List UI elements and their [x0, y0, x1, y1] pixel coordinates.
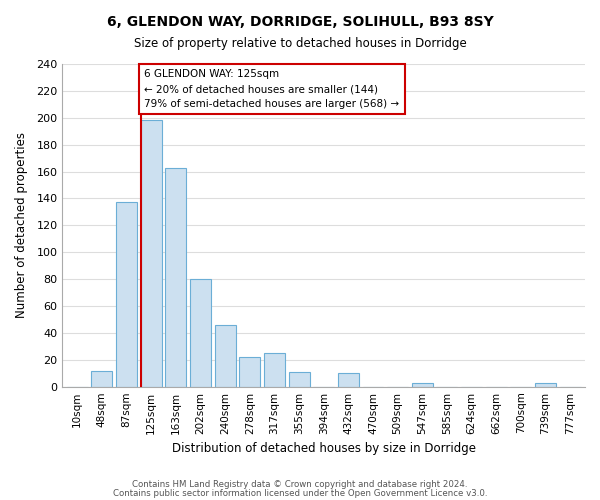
Bar	[141, 120, 161, 386]
Bar	[264, 353, 285, 386]
Bar	[412, 382, 433, 386]
Bar	[116, 202, 137, 386]
Text: 6, GLENDON WAY, DORRIDGE, SOLIHULL, B93 8SY: 6, GLENDON WAY, DORRIDGE, SOLIHULL, B93 …	[107, 15, 493, 29]
Text: 6 GLENDON WAY: 125sqm
← 20% of detached houses are smaller (144)
79% of semi-det: 6 GLENDON WAY: 125sqm ← 20% of detached …	[145, 70, 400, 109]
Bar	[91, 370, 112, 386]
Y-axis label: Number of detached properties: Number of detached properties	[15, 132, 28, 318]
Bar	[289, 372, 310, 386]
Bar	[239, 357, 260, 386]
Bar	[338, 373, 359, 386]
Bar	[166, 168, 187, 386]
Bar	[190, 279, 211, 386]
Text: Contains HM Land Registry data © Crown copyright and database right 2024.: Contains HM Land Registry data © Crown c…	[132, 480, 468, 489]
Bar	[215, 325, 236, 386]
Text: Contains public sector information licensed under the Open Government Licence v3: Contains public sector information licen…	[113, 488, 487, 498]
X-axis label: Distribution of detached houses by size in Dorridge: Distribution of detached houses by size …	[172, 442, 476, 455]
Text: Size of property relative to detached houses in Dorridge: Size of property relative to detached ho…	[134, 38, 466, 51]
Bar	[535, 382, 556, 386]
